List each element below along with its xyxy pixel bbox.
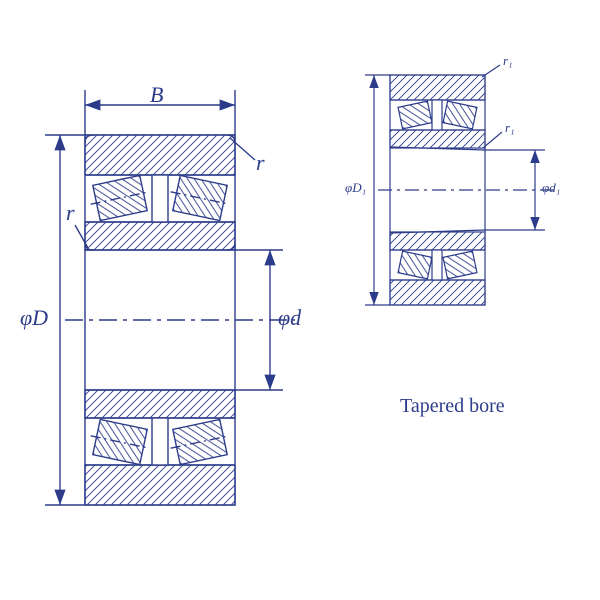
- bottom-rollers: [87, 418, 233, 466]
- label-aux-r-right: r₁: [505, 120, 515, 136]
- label-r-top: r: [256, 150, 265, 176]
- top-outer-ring: [85, 135, 235, 175]
- diagram-svg: [0, 0, 600, 600]
- bearing-diagram: B r r φD φd r₁ r₁ φD₁ φd₁ Tapered bore: [0, 0, 600, 600]
- label-aux-r-top: r₁: [503, 53, 513, 69]
- label-r-left: r: [66, 200, 75, 226]
- aux-cross-section: [365, 65, 555, 305]
- top-inner-ring: [85, 222, 235, 250]
- bottom-outer-ring: [85, 465, 235, 505]
- label-B: B: [150, 82, 163, 108]
- label-phiD: φD: [20, 305, 48, 331]
- bottom-inner-ring: [85, 390, 235, 418]
- label-aux-phid: φd₁: [542, 180, 560, 196]
- top-rollers: [87, 174, 233, 222]
- label-phid: φd: [278, 305, 301, 331]
- label-aux-phiD: φD₁: [345, 180, 366, 196]
- caption: Tapered bore: [400, 395, 505, 418]
